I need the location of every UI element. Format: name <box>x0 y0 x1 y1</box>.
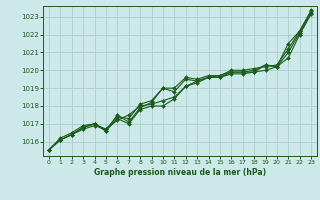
X-axis label: Graphe pression niveau de la mer (hPa): Graphe pression niveau de la mer (hPa) <box>94 168 266 177</box>
